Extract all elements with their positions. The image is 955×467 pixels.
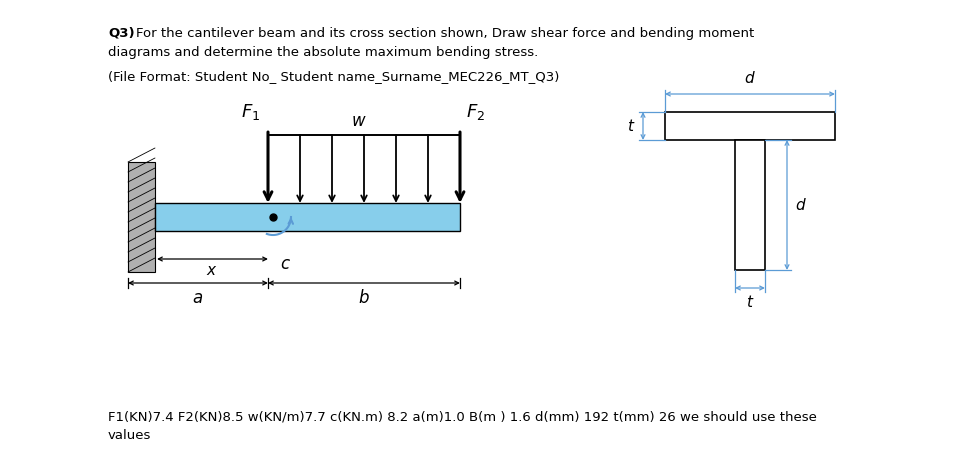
Text: $F_2$: $F_2$: [466, 102, 485, 122]
Bar: [128, 162, 155, 272]
Bar: [665, 112, 835, 140]
Text: $F_1$: $F_1$: [241, 102, 260, 122]
Text: For the cantilever beam and its cross section shown, Draw shear force and bendin: For the cantilever beam and its cross se…: [136, 27, 754, 40]
Text: values: values: [108, 429, 152, 442]
Text: $d$: $d$: [744, 70, 755, 86]
Bar: [735, 140, 765, 270]
Text: $a$: $a$: [193, 289, 203, 307]
Bar: [155, 203, 460, 231]
Text: (File Format: Student No_ Student name_Surname_MEC226_MT_Q3): (File Format: Student No_ Student name_S…: [108, 70, 560, 83]
Text: $w$: $w$: [351, 112, 367, 130]
Text: $t$: $t$: [626, 118, 635, 134]
Text: Q3): Q3): [108, 27, 135, 40]
Text: $c$: $c$: [280, 255, 290, 273]
Text: F1(KN)7.4 F2(KN)8.5 w(KN/m)7.7 c(KN.m) 8.2 a(m)1.0 B(m ) 1.6 d(mm) 192 t(mm) 26 : F1(KN)7.4 F2(KN)8.5 w(KN/m)7.7 c(KN.m) 8…: [108, 410, 817, 423]
Text: diagrams and determine the absolute maximum bending stress.: diagrams and determine the absolute maxi…: [108, 46, 539, 59]
Text: $b$: $b$: [358, 289, 370, 307]
Text: $t$: $t$: [746, 294, 754, 310]
Text: $d$: $d$: [795, 197, 807, 213]
Text: $x$: $x$: [205, 263, 218, 278]
